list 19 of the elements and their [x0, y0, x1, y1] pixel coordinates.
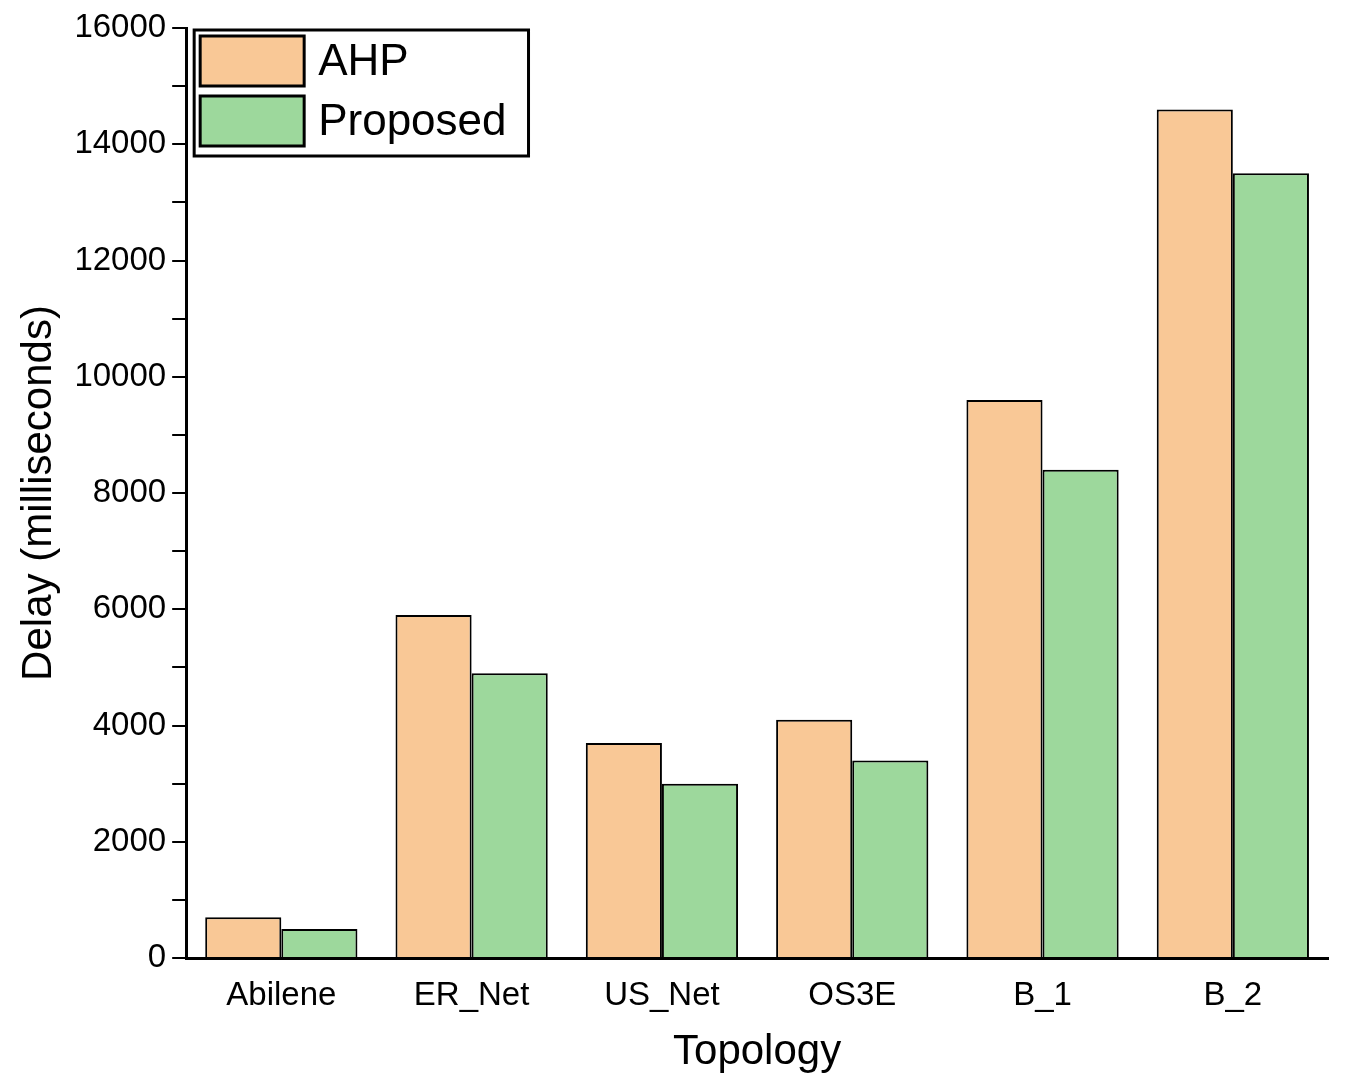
- x-tick-label: ER_Net: [413, 974, 530, 1012]
- y-tick-label: 6000: [92, 588, 167, 626]
- y-tick-label: 10000: [74, 355, 167, 393]
- x-tick-label: US_Net: [604, 974, 720, 1012]
- x-tick-label: Abilene: [226, 974, 337, 1012]
- y-tick-label: 14000: [74, 123, 167, 161]
- y-tick-label: 16000: [74, 7, 167, 45]
- y-tick-label: 8000: [92, 472, 167, 510]
- y-tick-label: 0: [147, 937, 167, 975]
- y-axis-title: Delay (milliseconds): [12, 305, 60, 681]
- x-tick-label: OS3E: [808, 974, 897, 1012]
- legend-label: AHP: [318, 35, 409, 85]
- x-tick-label: B_1: [1013, 974, 1072, 1012]
- legend-label: Proposed: [318, 95, 507, 145]
- y-tick-label: 4000: [92, 704, 167, 742]
- x-tick-label: B_2: [1203, 974, 1263, 1012]
- x-axis-title: Topology: [673, 1026, 842, 1074]
- y-tick-label: 2000: [92, 820, 167, 858]
- y-tick-label: 12000: [74, 239, 167, 277]
